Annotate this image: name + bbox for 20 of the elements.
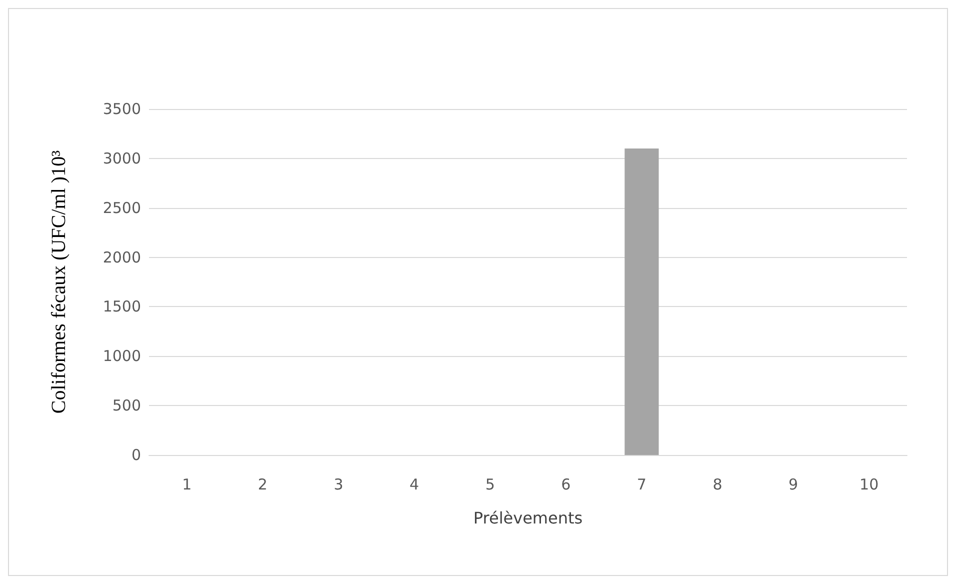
y-tick-label: 2000 [102,248,141,266]
x-tick-label: 5 [485,476,495,494]
x-tick-label: 2 [258,476,268,494]
y-tick-label: 0 [131,446,141,464]
y-tick-label: 1500 [102,298,141,316]
x-tick-label: 10 [860,476,879,494]
x-tick-label: 3 [334,476,344,494]
y-axis-title: Coliformes fécaux (UFC/ml )10³ [48,150,70,414]
x-tick-label: 7 [636,476,646,494]
x-tick-label: 6 [561,476,571,494]
y-tick-label: 3500 [102,100,141,118]
x-tick-label: 8 [712,476,722,494]
x-axis-title: Prélèvements [473,508,583,528]
y-tick-label: 1000 [102,347,141,366]
x-tick-label: 4 [410,476,420,494]
x-tick-label: 1 [182,476,192,494]
y-tick-label: 500 [112,396,141,415]
y-tick-label: 2500 [102,198,141,217]
x-tick-label: 9 [788,476,798,494]
y-tick-label: 3000 [102,149,141,168]
